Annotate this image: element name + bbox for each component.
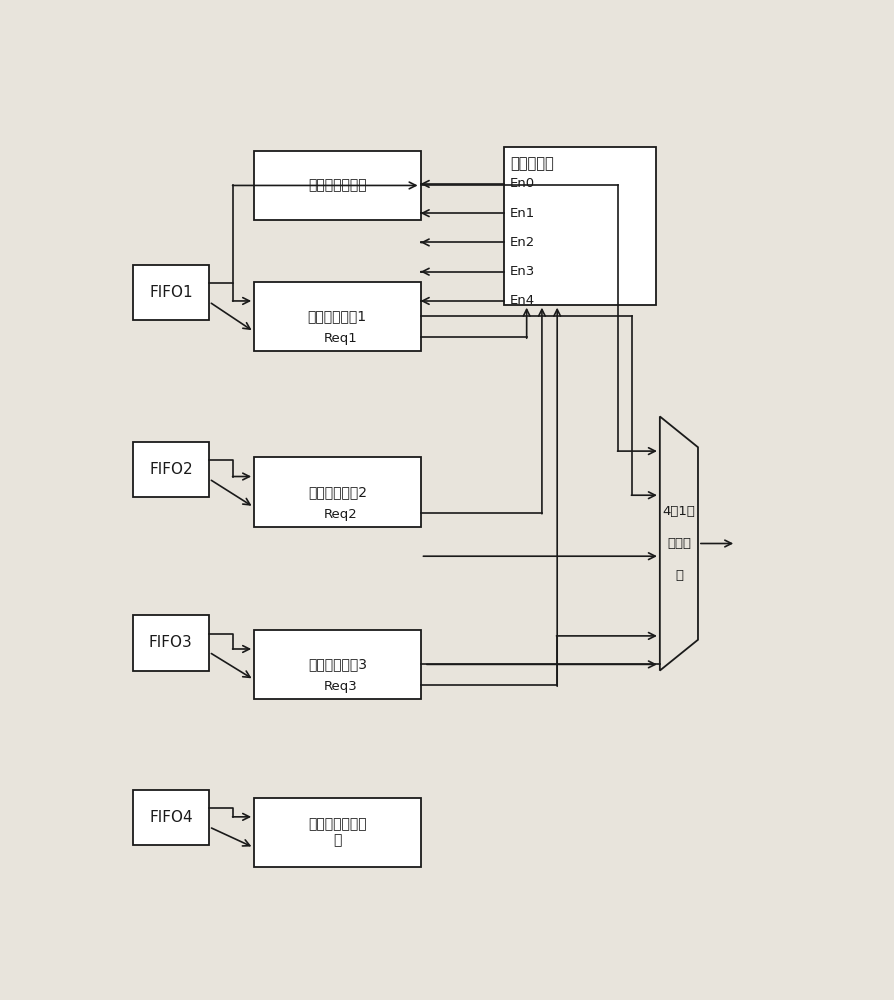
Text: 业务处理单到2: 业务处理单到2	[308, 485, 367, 499]
Bar	[254, 798, 420, 867]
Text: 信道调度器: 信道调度器	[510, 156, 554, 171]
Text: 插入业务处理单
元: 插入业务处理单 元	[308, 817, 367, 847]
Bar	[132, 265, 208, 320]
Bar	[254, 282, 420, 351]
Text: FIFO3: FIFO3	[148, 635, 192, 650]
Text: 器: 器	[674, 569, 682, 582]
Text: En4: En4	[509, 294, 534, 307]
Bar	[254, 457, 420, 527]
Bar	[254, 151, 420, 220]
Text: FIFO4: FIFO4	[149, 810, 192, 825]
Text: En3: En3	[509, 265, 534, 278]
Text: 业务处理单到1: 业务处理单到1	[308, 309, 367, 323]
Bar	[132, 442, 208, 497]
Text: 业务处理单到3: 业务处理单到3	[308, 657, 367, 671]
Bar	[132, 790, 208, 845]
Text: En2: En2	[509, 236, 534, 249]
Bar	[132, 615, 208, 671]
Bar	[254, 630, 420, 699]
Text: 据选择: 据选择	[666, 537, 690, 550]
Text: 4选1数: 4选1数	[662, 505, 695, 518]
Text: Req1: Req1	[324, 332, 358, 345]
Text: En0: En0	[509, 177, 534, 190]
Text: FIFO1: FIFO1	[149, 285, 192, 300]
Text: En1: En1	[509, 207, 534, 220]
Text: Req3: Req3	[324, 680, 358, 693]
Text: 填充帧产生单元: 填充帧产生单元	[308, 178, 367, 192]
Text: Req2: Req2	[324, 508, 358, 521]
Text: FIFO2: FIFO2	[149, 462, 192, 477]
Bar	[503, 147, 655, 305]
